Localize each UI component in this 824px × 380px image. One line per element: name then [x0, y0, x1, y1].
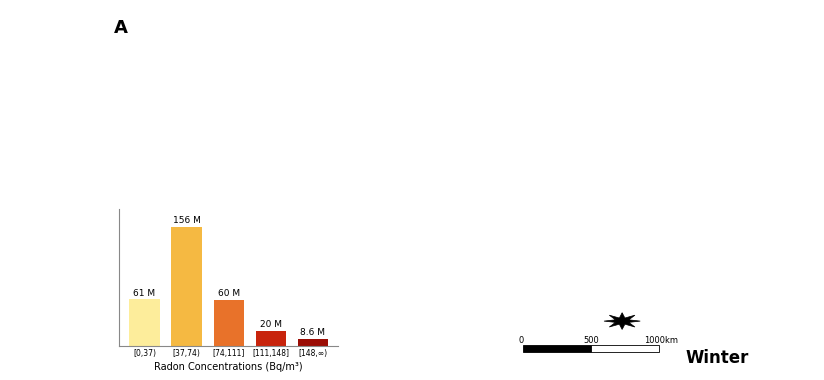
Bar	[171, 227, 202, 346]
Bar	[523, 345, 591, 352]
Bar	[297, 339, 328, 346]
Text: 1000km: 1000km	[644, 336, 678, 345]
Bar	[591, 345, 659, 352]
Text: Winter: Winter	[686, 349, 748, 367]
Text: A: A	[114, 19, 128, 36]
Text: 156 M: 156 M	[173, 216, 200, 225]
Text: 61 M: 61 M	[133, 288, 156, 298]
Text: 60 M: 60 M	[218, 289, 240, 298]
X-axis label: Radon Concentrations (Bq/m³): Radon Concentrations (Bq/m³)	[154, 362, 303, 372]
Bar	[213, 300, 244, 346]
Bar	[129, 299, 160, 346]
PathPatch shape	[604, 313, 640, 329]
Text: 0: 0	[519, 336, 524, 345]
Text: 20 M: 20 M	[260, 320, 282, 329]
Text: 500: 500	[583, 336, 599, 345]
Bar	[255, 331, 286, 346]
Text: 8.6 M: 8.6 M	[300, 328, 325, 337]
